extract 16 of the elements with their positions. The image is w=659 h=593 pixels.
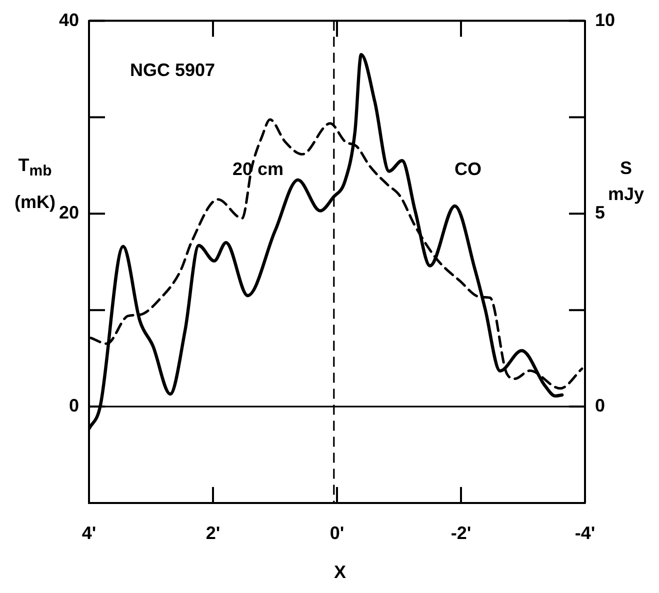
y-tick-label: 20 xyxy=(58,202,79,223)
y-tick-label: 0 xyxy=(68,396,79,416)
x-tick-label: -4' xyxy=(574,522,596,543)
x-tick-label: -2' xyxy=(450,522,472,543)
series-label: CO xyxy=(454,158,482,179)
y-tick-label: 40 xyxy=(58,10,79,30)
y-axis-title: T$_{mb}$ (mK) xyxy=(14,155,56,212)
x-tick-label: 4' xyxy=(82,522,96,543)
y2-tick-label: 0 xyxy=(595,396,606,416)
x-axis-title: X xyxy=(332,562,347,583)
text: NGC 5907 xyxy=(130,60,216,81)
x-tick-label: 2' xyxy=(206,522,220,543)
y2-tick-label: 10 xyxy=(595,10,616,30)
x-tick-label: 0' xyxy=(330,522,344,543)
y2-tick-label: 5 xyxy=(595,202,606,223)
y2-axis-title: S mJy xyxy=(608,158,644,204)
